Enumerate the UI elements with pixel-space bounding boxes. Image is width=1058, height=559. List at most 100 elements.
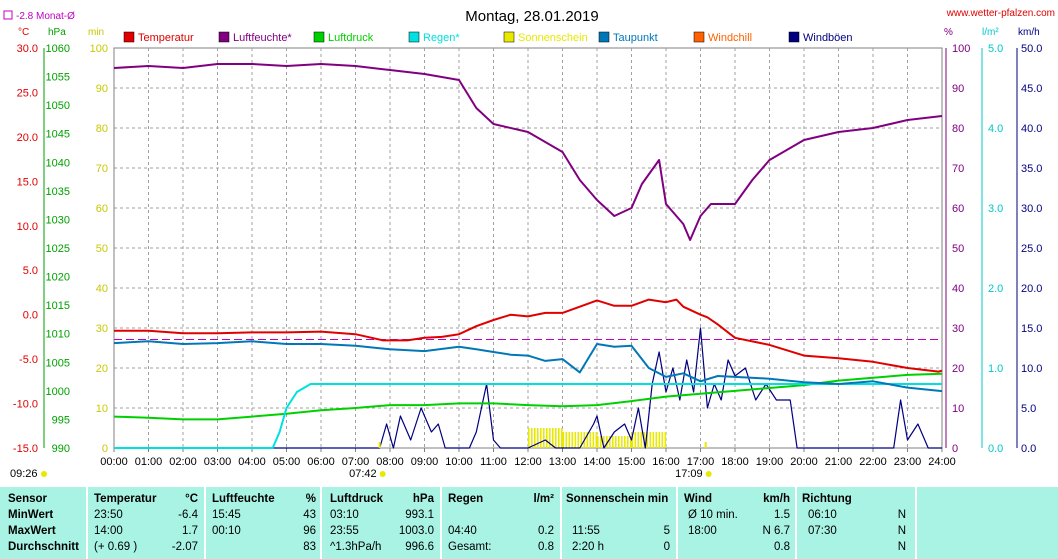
tick-wind: 5.0: [1021, 403, 1036, 415]
table-cell: 83: [303, 541, 316, 553]
sunrise-label: 07:42: [349, 468, 377, 480]
sunshine-bar: [652, 432, 655, 448]
legend-label: Taupunkt: [613, 32, 658, 44]
sunshine-bar: [618, 436, 620, 448]
table-cell: 00:10: [212, 525, 241, 537]
sunshine-bar: [534, 428, 536, 448]
tick-x: 04:00: [238, 456, 266, 468]
monthly-avg-marker: [3, 10, 13, 20]
table-cell: 96: [303, 525, 316, 537]
table-header: %: [305, 493, 316, 505]
current-time-label: 09:26: [10, 468, 38, 480]
table-cell: -2.07: [171, 541, 198, 553]
tick-x: 02:00: [169, 456, 197, 468]
legend-swatch: [693, 31, 705, 43]
tick-x: 18:00: [721, 456, 749, 468]
tick-min: 40: [96, 283, 108, 295]
table-cell: 03:10: [330, 509, 359, 521]
table-cell: N: [897, 525, 906, 537]
sunshine-bar: [580, 432, 583, 448]
tick-x: 11:00: [480, 456, 507, 468]
table-cell: 993.1: [405, 509, 434, 521]
tick-x: 21:00: [825, 456, 853, 468]
series-temperature: [114, 298, 943, 373]
unit-hpa: hPa: [48, 27, 66, 38]
sunshine-bar: [621, 436, 623, 448]
tick-pct: 70: [952, 163, 964, 175]
axes: 30.0 25.0 20.0 15.0 10.0 5.0 0.0 -5.0 -10.0 -15.0…: [13, 43, 1043, 468]
tick-rain: 0.0: [988, 443, 1003, 455]
tick-wind: 0.0: [1021, 443, 1036, 455]
legend-label: Temperatur: [138, 32, 194, 44]
sunshine-bar: [649, 432, 652, 448]
monthly-avg-label: -2.8 Monat-Ø: [16, 11, 75, 22]
legend-swatch: [503, 31, 515, 43]
tick-temp: 10.0: [17, 221, 38, 233]
legend-label: Windchill: [708, 32, 752, 44]
sunshine-bar: [589, 432, 592, 448]
legend-label: Regen*: [423, 32, 460, 44]
table-row-label: MinWert: [8, 509, 54, 521]
table-cell: 0.8: [538, 541, 554, 553]
tick-x: 12:00: [514, 456, 542, 468]
weather-chart: Montag, 28.01.2019 www.wetter-pfalzen.co…: [3, 8, 1055, 480]
table-header: Sonnenschein min: [566, 493, 669, 505]
unit-celsius: °C: [18, 27, 29, 38]
table-cell: 0.8: [774, 541, 790, 553]
sunshine-bar: [627, 436, 629, 448]
table-cell: 18:00: [688, 525, 717, 537]
sunshine-bar: [565, 432, 568, 448]
tick-x: 07:00: [342, 456, 370, 468]
tick-hpa: 1040: [46, 157, 70, 169]
sunshine-bar: [597, 436, 599, 448]
site-link[interactable]: www.wetter-pfalzen.com: [946, 8, 1055, 19]
table-cell: 1003.0: [398, 525, 434, 537]
legend-swatch: [313, 31, 325, 43]
tick-hpa: 1060: [46, 43, 70, 55]
table-row-label: Durchschnitt: [8, 541, 79, 553]
sunrise-sun-icon: [379, 471, 386, 477]
series: [113, 63, 943, 449]
series-humidity: [113, 63, 943, 241]
tick-min: 0: [102, 443, 108, 455]
tick-min: 70: [96, 163, 108, 175]
tick-hpa: 1045: [46, 129, 70, 141]
table-header: l/m²: [533, 493, 554, 505]
table-cell: 07:30: [808, 525, 837, 537]
table-divider: [795, 487, 797, 559]
table-cell: Gesamt:: [448, 541, 492, 553]
tick-hpa: 1055: [46, 72, 70, 84]
tick-rain: 3.0: [988, 203, 1003, 215]
tick-wind: 25.0: [1021, 243, 1042, 255]
sunshine-bar: [540, 428, 542, 448]
tick-x: 01:00: [135, 456, 163, 468]
table-cell: 14:00: [94, 525, 123, 537]
sunshine-bar: [558, 428, 560, 448]
tick-x: 15:00: [618, 456, 646, 468]
sunshine-bar: [552, 428, 554, 448]
sunshine-bar: [658, 432, 661, 448]
sunshine-bar: [549, 428, 551, 448]
tick-temp: 25.0: [17, 87, 38, 99]
table-cell: 5: [663, 525, 670, 537]
tick-temp: -5.0: [19, 354, 38, 366]
tick-x: 19:00: [756, 456, 784, 468]
legend-swatch: [408, 31, 420, 43]
sunshine-bar: [630, 436, 632, 448]
sunshine-bar: [634, 432, 637, 448]
table-header: Luftdruck: [330, 493, 384, 505]
table-cell: -6.4: [178, 509, 198, 521]
tick-rain: 2.0: [988, 283, 1003, 295]
table-header: Temperatur: [94, 493, 157, 505]
sunshine-bar: [574, 432, 577, 448]
sunshine-bar: [577, 432, 580, 448]
tick-rain: 1.0: [988, 363, 1003, 375]
table-header: Wind: [684, 493, 712, 505]
unit-min: min: [88, 27, 104, 38]
tick-hpa: 1000: [46, 386, 70, 398]
unit-lm2: l/m²: [982, 27, 999, 38]
table-cell: Ø 10 min.: [688, 509, 738, 521]
tick-pct: 10: [952, 403, 964, 415]
table-divider: [86, 487, 88, 559]
table-header: Sensor: [8, 493, 47, 505]
